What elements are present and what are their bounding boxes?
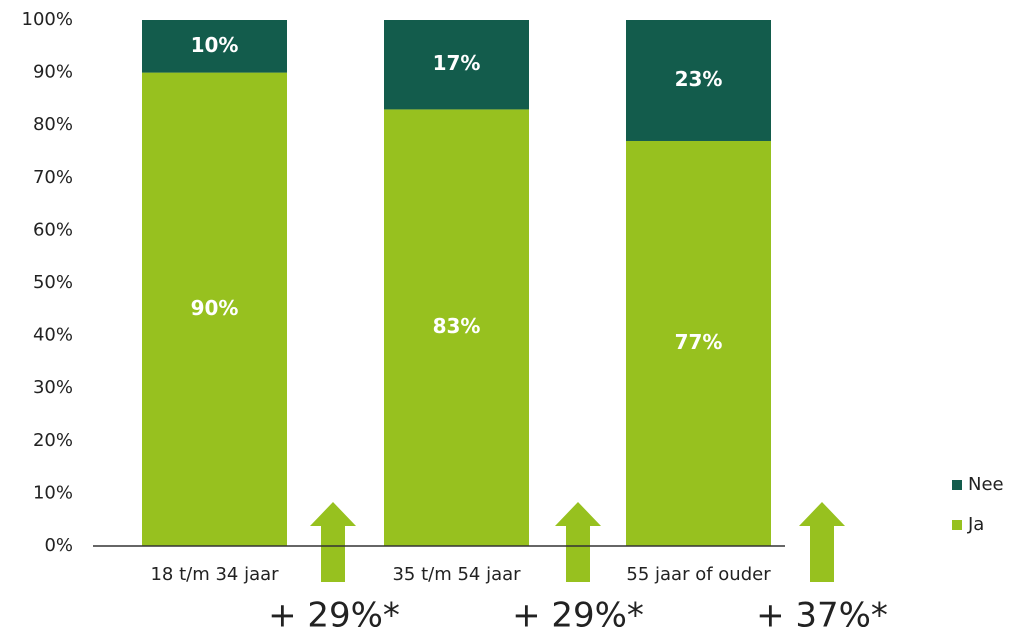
bar-segment <box>626 140 771 547</box>
y-tick-label: 40% <box>33 325 73 346</box>
y-tick-label: 60% <box>33 219 73 240</box>
x-tick-label: 55 jaar of ouder <box>626 564 771 585</box>
x-tick-label: 18 t/m 34 jaar <box>150 564 279 585</box>
y-tick-label: 100% <box>22 9 73 30</box>
value-label: 77% <box>675 330 723 354</box>
arrow <box>310 502 356 582</box>
annotation: + 37%* <box>756 596 888 630</box>
y-tick-label: 20% <box>33 430 73 451</box>
arrow <box>555 502 601 582</box>
y-tick-label: 70% <box>33 167 73 188</box>
value-label: 17% <box>433 51 481 75</box>
y-tick-label: 90% <box>33 62 73 83</box>
value-label: 90% <box>191 296 239 320</box>
legend-swatch <box>952 520 962 530</box>
legend-label: Ja <box>967 514 984 535</box>
y-tick-label: 10% <box>33 482 73 503</box>
y-tick-label: 80% <box>33 114 73 135</box>
arrow <box>799 502 845 582</box>
x-tick-label: 35 t/m 54 jaar <box>392 564 521 585</box>
legend-label: Nee <box>968 474 1004 495</box>
bar-segment <box>626 20 771 141</box>
legend-swatch <box>952 480 962 490</box>
bar-segment <box>384 109 529 547</box>
bar-segment <box>384 20 529 110</box>
y-tick-label: 0% <box>44 535 73 556</box>
value-label: 10% <box>191 33 239 57</box>
value-label: 23% <box>675 67 723 91</box>
value-label: 83% <box>433 314 481 338</box>
bar-segment <box>142 72 287 546</box>
bar-segment <box>142 20 287 73</box>
annotation: + 29%* <box>512 596 644 630</box>
y-tick-label: 30% <box>33 377 73 398</box>
annotation: + 29%* <box>268 596 400 630</box>
arrows <box>310 502 845 582</box>
y-tick-label: 50% <box>33 272 73 293</box>
